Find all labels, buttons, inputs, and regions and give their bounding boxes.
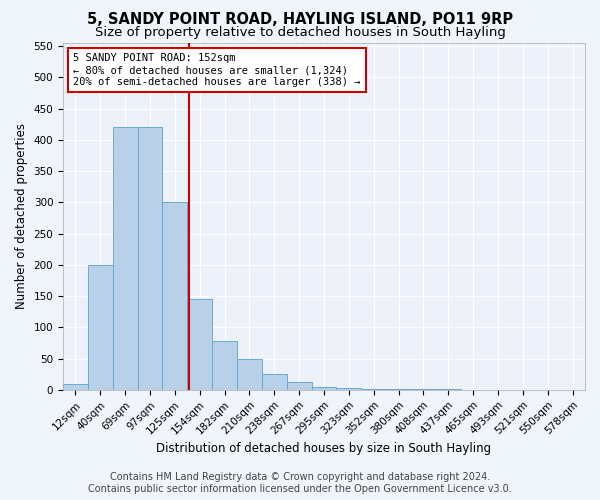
Bar	[311, 386, 337, 390]
Bar	[337, 388, 361, 390]
Bar	[386, 389, 411, 390]
Bar	[212, 341, 237, 390]
Text: 5, SANDY POINT ROAD, HAYLING ISLAND, PO11 9RP: 5, SANDY POINT ROAD, HAYLING ISLAND, PO1…	[87, 12, 513, 28]
Y-axis label: Number of detached properties: Number of detached properties	[15, 124, 28, 310]
Bar	[113, 128, 137, 390]
X-axis label: Distribution of detached houses by size in South Hayling: Distribution of detached houses by size …	[157, 442, 491, 455]
Bar	[287, 382, 311, 390]
Bar	[63, 384, 88, 390]
Bar	[436, 389, 461, 390]
Bar	[262, 374, 287, 390]
Bar	[187, 300, 212, 390]
Text: 5 SANDY POINT ROAD: 152sqm
← 80% of detached houses are smaller (1,324)
20% of s: 5 SANDY POINT ROAD: 152sqm ← 80% of deta…	[73, 54, 361, 86]
Bar	[411, 389, 436, 390]
Bar	[361, 388, 386, 390]
Text: Size of property relative to detached houses in South Hayling: Size of property relative to detached ho…	[95, 26, 505, 39]
Bar	[88, 265, 113, 390]
Text: Contains HM Land Registry data © Crown copyright and database right 2024.
Contai: Contains HM Land Registry data © Crown c…	[88, 472, 512, 494]
Bar	[237, 358, 262, 390]
Bar	[163, 202, 187, 390]
Bar	[137, 128, 163, 390]
